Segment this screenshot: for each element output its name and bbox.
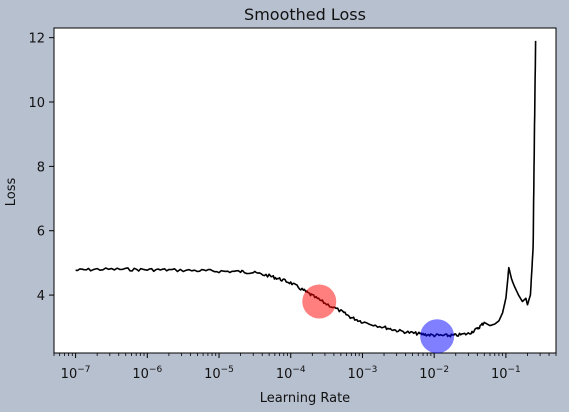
x-tick-label: 10−3 <box>348 365 378 382</box>
y-tick-label: 4 <box>37 289 45 304</box>
y-tick-label: 12 <box>28 32 45 47</box>
x-tick-label: 10−1 <box>491 365 521 382</box>
x-tick-label: 10−6 <box>132 365 162 382</box>
y-tick-label: 8 <box>37 160 45 175</box>
y-axis-label: Loss <box>4 178 19 207</box>
plot-marks <box>75 40 537 354</box>
x-tick-label: 10−4 <box>276 365 306 382</box>
suggested-lr-marker <box>302 284 337 319</box>
chart-title: Smoothed Loss <box>244 5 366 24</box>
y-tick-label: 10 <box>28 96 45 111</box>
x-tick-label: 10−5 <box>204 365 234 382</box>
y-axis-ticks: 4 6 8 10 12 <box>28 32 54 304</box>
x-tick-label: 10−2 <box>419 365 449 382</box>
x-axis-label: Learning Rate <box>260 391 350 406</box>
min-loss-marker <box>420 319 455 354</box>
x-axis-ticks: 10−7 10−6 10−5 10−4 10−3 10−2 10−1 <box>53 353 557 382</box>
y-tick-label: 6 <box>37 225 45 240</box>
x-tick-label: 10−7 <box>61 365 91 382</box>
